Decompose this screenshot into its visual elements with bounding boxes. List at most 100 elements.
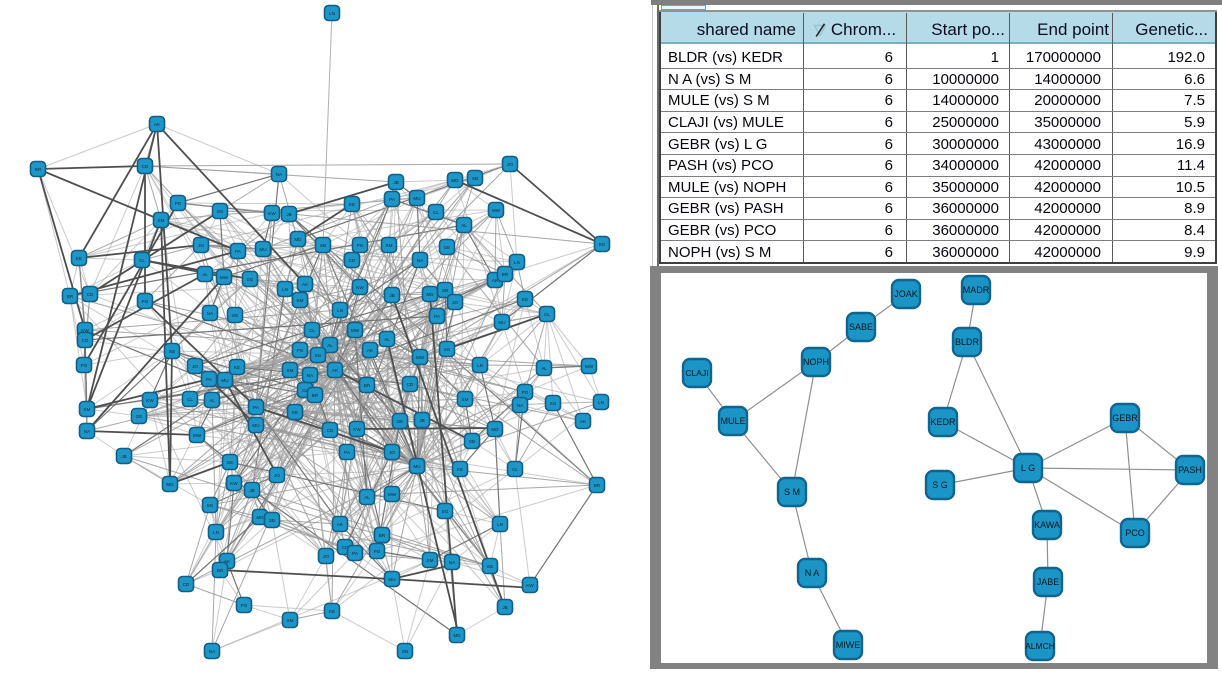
svg-text:GE: GE	[487, 564, 494, 569]
svg-text:KW: KW	[230, 481, 238, 486]
svg-text:BR: BR	[364, 383, 371, 388]
svg-text:AK: AK	[302, 282, 309, 287]
svg-text:NA: NA	[417, 258, 424, 263]
svg-text:GE: GE	[227, 460, 234, 465]
svg-text:BR: BR	[67, 294, 74, 299]
svg-text:SM: SM	[84, 407, 91, 412]
svg-text:AK: AK	[337, 522, 344, 527]
svg-text:AK: AK	[332, 368, 339, 373]
svg-text:KE: KE	[329, 609, 335, 614]
svg-text:MU: MU	[413, 464, 420, 469]
svg-text:PO: PO	[297, 348, 304, 353]
svg-text:KE: KE	[522, 297, 528, 302]
svg-text:CD: CD	[183, 582, 190, 587]
svg-text:S M: S M	[784, 487, 800, 497]
svg-text:SM: SM	[287, 368, 294, 373]
svg-text:NA: NA	[209, 649, 216, 654]
svg-text:NA: NA	[449, 560, 456, 565]
svg-text:GEBR: GEBR	[1112, 413, 1138, 423]
svg-text:AL: AL	[327, 343, 333, 348]
svg-text:MD: MD	[294, 237, 302, 242]
svg-text:NA: NA	[276, 172, 283, 177]
svg-text:LN: LN	[598, 400, 604, 405]
svg-text:JO: JO	[274, 473, 280, 478]
svg-text:PCO: PCO	[1125, 528, 1145, 538]
svg-text:PO: PO	[522, 390, 529, 395]
svg-text:MU: MU	[498, 320, 505, 325]
svg-text:KW: KW	[268, 211, 276, 216]
svg-text:BR: BR	[217, 568, 224, 573]
svg-text:JB: JB	[286, 212, 291, 217]
svg-text:MD: MD	[453, 633, 461, 638]
svg-text:PASH: PASH	[1178, 465, 1202, 475]
svg-text:CD: CD	[87, 292, 94, 297]
svg-text:MW: MW	[492, 208, 501, 213]
svg-text:JABE: JABE	[1037, 577, 1060, 587]
svg-text:KW: KW	[353, 427, 361, 432]
svg-text:CD: CD	[327, 428, 334, 433]
svg-text:PA: PA	[389, 197, 396, 202]
svg-text:KE: KE	[349, 202, 355, 207]
svg-text:SB: SB	[320, 243, 326, 248]
svg-text:NA: NA	[517, 403, 524, 408]
svg-text:SB: SB	[469, 439, 475, 444]
svg-text:PA: PA	[206, 377, 213, 382]
svg-text:SG: SG	[442, 509, 449, 514]
svg-text:MU: MU	[259, 247, 266, 252]
svg-text:LN: LN	[282, 287, 288, 292]
svg-text:CL: CL	[433, 210, 439, 215]
svg-text:MD: MD	[166, 482, 174, 487]
svg-text:JO: JO	[192, 364, 198, 369]
svg-text:SB: SB	[402, 649, 408, 654]
svg-text:KW: KW	[146, 398, 154, 403]
svg-text:BR: BR	[35, 167, 42, 172]
svg-text:JO: JO	[452, 300, 458, 305]
svg-text:BR: BR	[379, 533, 386, 538]
svg-text:KAWA: KAWA	[1034, 520, 1060, 530]
svg-text:KW: KW	[526, 583, 534, 588]
svg-text:JB: JB	[121, 454, 126, 459]
svg-text:SM: SM	[158, 218, 165, 223]
svg-text:AL: AL	[541, 366, 547, 371]
svg-text:MU: MU	[252, 423, 259, 428]
svg-text:AL: AL	[384, 337, 390, 342]
svg-text:PA: PA	[235, 249, 242, 254]
svg-text:JB: JB	[389, 293, 394, 298]
svg-text:SG: SG	[599, 242, 606, 247]
svg-text:ALMCH: ALMCH	[1025, 641, 1055, 651]
svg-text:CL: CL	[309, 328, 315, 333]
svg-text:MW: MW	[388, 492, 397, 497]
svg-text:JB: JB	[502, 605, 507, 610]
svg-text:PO: PO	[142, 299, 149, 304]
svg-text:LN: LN	[477, 363, 483, 368]
svg-text:JB: JB	[419, 418, 424, 423]
svg-text:CL: CL	[512, 467, 518, 472]
svg-text:SG: SG	[315, 353, 322, 358]
svg-text:MW: MW	[351, 328, 360, 333]
svg-text:CD: CD	[407, 382, 414, 387]
svg-text:MU: MU	[413, 196, 420, 201]
svg-text:CL: CL	[544, 312, 550, 317]
svg-text:AL: AL	[364, 495, 370, 500]
svg-text:GE: GE	[444, 245, 451, 250]
svg-text:KW: KW	[81, 328, 89, 333]
svg-text:JO: JO	[507, 162, 513, 167]
svg-text:SB: SB	[442, 288, 448, 293]
svg-text:GE: GE	[397, 419, 404, 424]
svg-text:MW: MW	[416, 355, 425, 360]
svg-text:MD: MD	[451, 178, 459, 183]
svg-text:LN: LN	[497, 522, 503, 527]
svg-text:AK: AK	[154, 122, 161, 127]
svg-text:JO: JO	[198, 243, 204, 248]
svg-text:CD: CD	[142, 164, 149, 169]
svg-text:MADR: MADR	[963, 285, 990, 295]
svg-text:PA: PA	[253, 405, 260, 410]
svg-text:SB: SB	[472, 176, 478, 181]
svg-text:SG: SG	[247, 277, 254, 282]
svg-text:BLDR: BLDR	[955, 337, 980, 347]
svg-text:CLAJI: CLAJI	[685, 368, 708, 378]
svg-text:JB: JB	[249, 488, 254, 493]
svg-text:S G: S G	[932, 480, 948, 490]
svg-text:MW: MW	[220, 275, 229, 280]
svg-text:BR: BR	[502, 272, 509, 277]
